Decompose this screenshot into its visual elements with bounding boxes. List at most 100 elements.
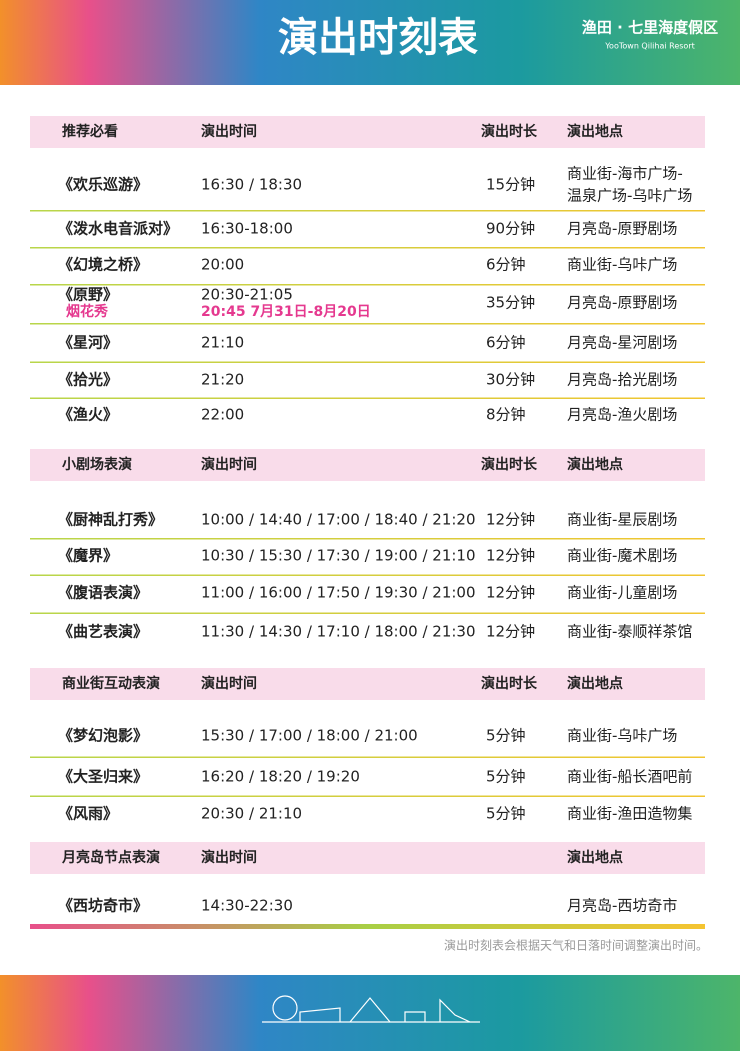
show-duration: 6分钟 [486, 256, 526, 274]
show-time: 10:00 / 14:40 / 17:00 / 18:40 / 21:20 [201, 511, 476, 529]
show-location: 月亮岛-渔火剧场 [567, 406, 677, 424]
show-location: 商业街-乌咔广场 [567, 727, 677, 745]
show-name: 《梦幻泡影》 [58, 727, 148, 745]
show-location: 商业街-儿童剧场 [567, 584, 677, 602]
show-location: 商业街-渔田造物集 [567, 805, 692, 823]
show-duration: 30分钟 [486, 371, 535, 389]
show-location: 商业街-魔术剧场 [567, 547, 677, 565]
show-location: 商业街-乌咔广场 [567, 256, 677, 274]
section-header-cell: 演出时间 [201, 675, 257, 692]
show-name: 《拾光》 [58, 371, 118, 389]
show-name: 《厨神乱打秀》 [58, 511, 163, 529]
schedule-table: 推荐必看 演出时间 演出时长 演出地点《欢乐巡游》 16:30 / 18:30 15分钟商… [30, 116, 705, 915]
show-name: 《大圣归来》 [58, 768, 148, 786]
show-time: 20:00 [201, 256, 244, 274]
footer-band [0, 975, 740, 1051]
show-location: 月亮岛-拾光剧场 [567, 371, 677, 389]
section-header-bg [30, 449, 705, 481]
brand-en: YooTown Qilihai Resort [604, 42, 695, 51]
show-duration: 5分钟 [486, 805, 526, 823]
section-header-cell: 演出时长 [481, 123, 538, 140]
show-name: 《风雨》 [58, 805, 118, 823]
show-duration: 5分钟 [486, 727, 526, 745]
end-bar [30, 924, 705, 929]
section-header-cell: 演出地点 [567, 456, 623, 473]
row-separator [30, 574, 705, 576]
row-separator [30, 756, 705, 758]
show-duration: 12分钟 [486, 547, 535, 565]
show-name: 《星河》 [58, 334, 118, 352]
section-header-cell: 演出时间 [201, 849, 257, 866]
row-separator [30, 795, 705, 797]
show-time: 15:30 / 17:00 / 18:00 / 21:00 [201, 727, 418, 745]
show-duration: 12分钟 [486, 511, 535, 529]
show-location: 商业街-船长酒吧前 [567, 768, 692, 786]
show-location: 月亮岛-原野剧场 [567, 220, 677, 238]
section-header-cell: 推荐必看 [62, 123, 118, 140]
show-location: 月亮岛-原野剧场 [567, 294, 677, 312]
show-duration: 15分钟 [486, 176, 535, 194]
show-name: 《西坊奇市》 [58, 897, 148, 915]
show-duration: 8分钟 [486, 406, 526, 424]
show-name: 《泼水电音派对》 [58, 220, 178, 238]
row-separator [30, 210, 705, 212]
show-location: 商业街-星辰剧场 [567, 511, 677, 529]
row-separator [30, 323, 705, 325]
row-separator [30, 247, 705, 249]
row-separator [30, 538, 705, 540]
show-name: 《魔界》 [58, 547, 118, 565]
title: 演出时刻表 [278, 15, 478, 61]
show-time: 10:30 / 15:30 / 17:30 / 19:00 / 21:10 [201, 547, 476, 565]
row-separator [30, 361, 705, 363]
show-time: 21:10 [201, 334, 244, 352]
show-time: 21:20 [201, 371, 244, 389]
extra-time: 20:45 7月31日-8月20日 [201, 304, 371, 320]
show-duration: 35分钟 [486, 294, 535, 312]
show-name: 《曲艺表演》 [58, 623, 148, 641]
show-location: 月亮岛-星河剧场 [567, 334, 677, 352]
skyline-art [262, 995, 480, 1023]
show-location: 商业街-海市广场- [567, 165, 683, 183]
section-header-bg [30, 842, 705, 874]
section-header-bg [30, 116, 705, 148]
show-location: 温泉广场-乌咔广场 [567, 187, 692, 205]
header-band [0, 0, 740, 85]
show-location: 商业街-泰顺祥茶馆 [567, 623, 692, 641]
show-name: 《幻境之桥》 [58, 256, 148, 274]
show-duration: 5分钟 [486, 768, 526, 786]
section-header-cell: 演出地点 [567, 849, 623, 866]
brand: 渔田 · 七里海度假区 [582, 19, 718, 37]
section-header-cell: 小剧场表演 [62, 456, 132, 473]
section-header-cell: 演出时长 [481, 675, 538, 692]
show-time: 20:30 / 21:10 [201, 805, 302, 823]
show-duration: 90分钟 [486, 220, 535, 238]
show-duration: 12分钟 [486, 623, 535, 641]
footer-note: 演出时刻表会根据天气和日落时间调整演出时间。 [444, 938, 708, 953]
section-header-cell: 演出地点 [567, 675, 623, 692]
show-time: 16:20 / 18:20 / 19:20 [201, 768, 360, 786]
row-separator [30, 284, 705, 286]
show-time: 14:30-22:30 [201, 897, 293, 915]
show-time: 22:00 [201, 406, 244, 424]
row-separator [30, 397, 705, 399]
show-duration: 6分钟 [486, 334, 526, 352]
section-header-bg [30, 668, 705, 700]
show-time: 11:30 / 14:30 / 17:10 / 18:00 / 21:30 [201, 623, 476, 641]
show-time: 11:00 / 16:00 / 17:50 / 19:30 / 21:00 [201, 584, 476, 602]
show-name: 《欢乐巡游》 [58, 176, 148, 194]
show-time: 16:30 / 18:30 [201, 176, 302, 194]
show-duration: 12分钟 [486, 584, 535, 602]
row-separator [30, 612, 705, 614]
section-header-cell: 演出地点 [567, 123, 623, 140]
show-name: 《渔火》 [58, 406, 118, 424]
show-name: 《腹语表演》 [58, 584, 148, 602]
extra-name: 烟花秀 [66, 303, 109, 320]
section-header-cell: 商业街互动表演 [62, 675, 160, 692]
show-name: 《原野》 [58, 286, 118, 304]
section-header-cell: 演出时间 [201, 123, 257, 140]
section-header-cell: 月亮岛节点表演 [61, 849, 160, 866]
show-location: 月亮岛-西坊奇市 [567, 897, 677, 915]
show-time: 20:30-21:05 [201, 286, 293, 304]
